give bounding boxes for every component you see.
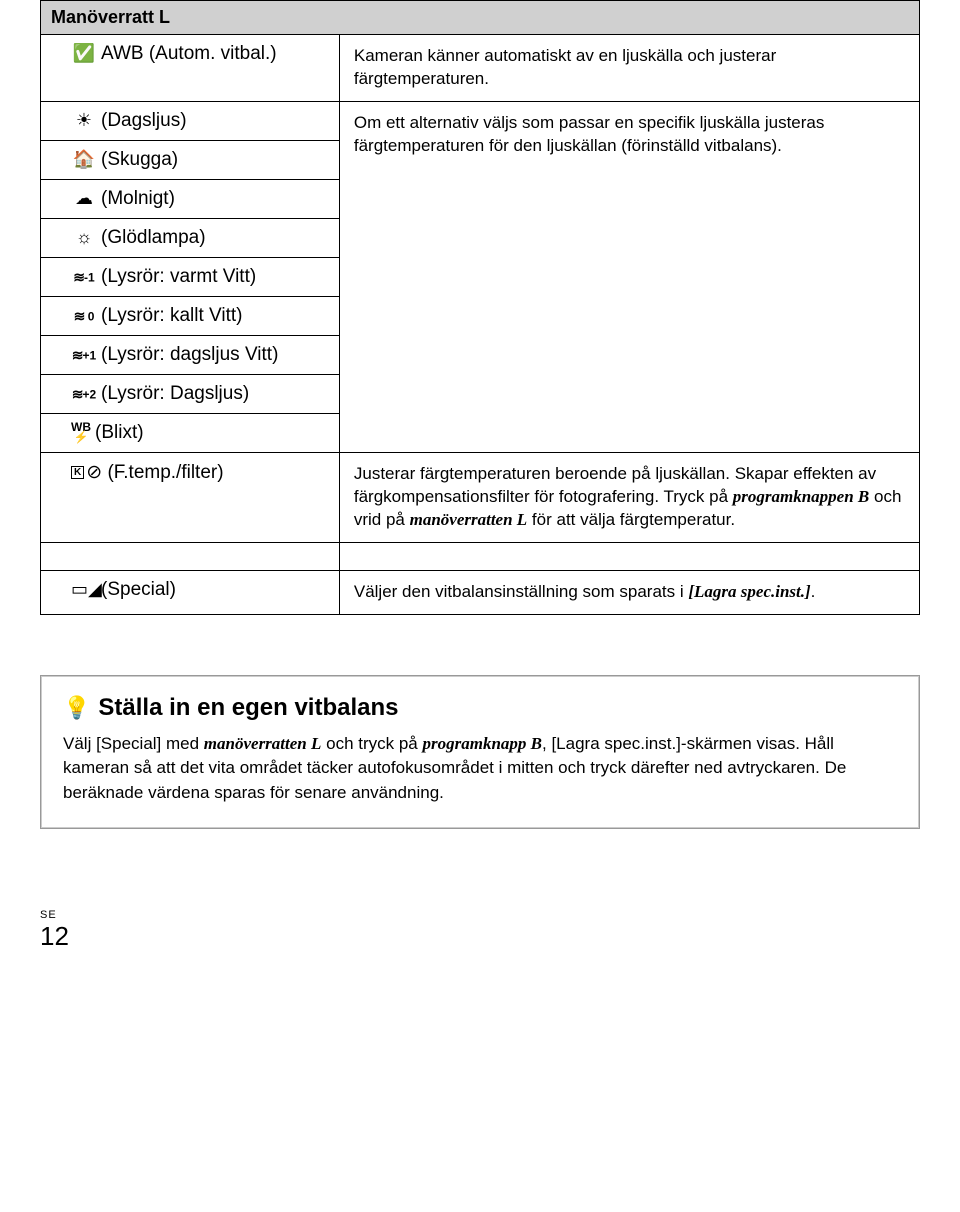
mode-label: (F.temp./filter) <box>107 462 223 483</box>
tip-text: och tryck på <box>321 734 422 753</box>
fluorescent-icon: ≋+1 <box>71 344 97 365</box>
table-row: ✅AWB (Autom. vitbal.) Kameran känner aut… <box>41 35 920 102</box>
ftemp-desc: Justerar färgtemperaturen beroende på lj… <box>339 452 919 542</box>
desc-emph: [Lagra spec.inst.] <box>688 582 810 601</box>
spacer <box>41 542 920 570</box>
mode-ftemp: K⊘ (F.temp./filter) <box>41 452 340 542</box>
mode-label: AWB (Autom. vitbal.) <box>101 43 277 64</box>
table-header: Manöverratt L <box>41 1 920 35</box>
desc-text: för att välja färgtemperatur. <box>527 510 735 529</box>
group-desc: Om ett alternativ väljs som passar en sp… <box>339 101 919 452</box>
desc-text: . <box>811 582 816 601</box>
desc-emph: programknappen B <box>733 487 870 506</box>
cloud-icon: ☁ <box>71 188 97 209</box>
tip-body: Välj [Special] med manöverratten L och t… <box>63 732 897 806</box>
mode-shade: 🏠(Skugga) <box>41 140 340 179</box>
check-icon: ✅ <box>71 43 97 64</box>
tip-title: 💡 Ställa in en egen vitbalans <box>63 694 897 722</box>
tip-bulb-icon: 💡 <box>63 695 90 721</box>
tip-text: Välj [Special] med <box>63 734 204 753</box>
mode-daylight: ☀(Dagsljus) <box>41 101 340 140</box>
mode-label: (Blixt) <box>95 422 144 443</box>
mode-fluor-warm: ≋-1(Lysrör: varmt Vitt) <box>41 257 340 296</box>
wb-flash-icon: WB⚡ <box>71 423 91 442</box>
tip-emph: manöverratten L <box>204 734 322 753</box>
bulb-icon: ☼ <box>71 227 97 248</box>
lang-code: SE <box>40 909 920 921</box>
mode-label: (Molnigt) <box>101 188 175 209</box>
mode-desc: Kameran känner automatiskt av en ljuskäl… <box>339 35 919 102</box>
tip-box: 💡 Ställa in en egen vitbalans Välj [Speci… <box>40 675 920 829</box>
mode-label: (Lysrör: dagsljus Vitt) <box>101 344 278 365</box>
fluorescent-icon: ≋-1 <box>71 266 97 287</box>
fluorescent-icon: ≋ 0 <box>71 305 97 326</box>
mode-fluor-cool: ≋ 0(Lysrör: kallt Vitt) <box>41 296 340 335</box>
desc-text: Väljer den vitbalansinställning som spar… <box>354 582 689 601</box>
mode-label: (Lysrör: varmt Vitt) <box>101 266 256 287</box>
page-number: 12 <box>40 921 920 952</box>
mode-awb: ✅AWB (Autom. vitbal.) <box>41 35 340 102</box>
mode-incandescent: ☼(Glödlampa) <box>41 218 340 257</box>
mode-label: (Dagsljus) <box>101 110 187 131</box>
table-row: K⊘ (F.temp./filter) Justerar färgtempera… <box>41 452 920 542</box>
table-row: ☀(Dagsljus) Om ett alternativ väljs som … <box>41 101 920 140</box>
mode-flash: WB⚡(Blixt) <box>41 413 340 452</box>
mode-label: (Lysrör: Dagsljus) <box>101 383 249 404</box>
mode-label: (Glödlampa) <box>101 227 206 248</box>
white-balance-table: Manöverratt L ✅AWB (Autom. vitbal.) Kame… <box>40 0 920 615</box>
mode-label: (Skugga) <box>101 149 178 170</box>
table-row: ▭◢(Special) Väljer den vitbalansinställn… <box>41 570 920 614</box>
mode-special: ▭◢(Special) <box>41 570 340 614</box>
mode-cloudy: ☁(Molnigt) <box>41 179 340 218</box>
kelvin-icon: K⊘ <box>71 462 102 483</box>
tip-title-text: Ställa in en egen vitbalans <box>98 694 398 721</box>
house-shade-icon: 🏠 <box>71 149 97 170</box>
mode-fluor-daylight: ≋+2(Lysrör: Dagsljus) <box>41 374 340 413</box>
special-desc: Väljer den vitbalansinställning som spar… <box>339 570 919 614</box>
page-footer: SE 12 <box>40 909 920 952</box>
mode-label: (Special) <box>101 579 176 600</box>
fluorescent-icon: ≋+2 <box>71 383 97 404</box>
tip-emph: programknapp B <box>423 734 543 753</box>
sun-icon: ☀ <box>71 110 97 131</box>
mode-label: (Lysrör: kallt Vitt) <box>101 305 242 326</box>
desc-emph: manöverratten L <box>410 510 528 529</box>
mode-fluor-day-white: ≋+1(Lysrör: dagsljus Vitt) <box>41 335 340 374</box>
custom-wb-icon: ▭◢ <box>71 579 97 600</box>
